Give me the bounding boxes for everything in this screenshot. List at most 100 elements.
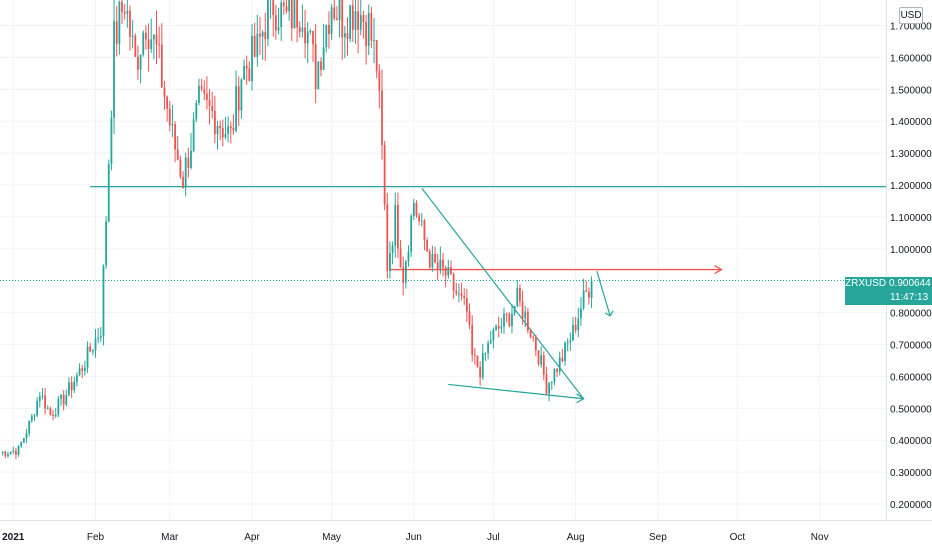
candle-body (463, 296, 466, 299)
candle-body (105, 221, 108, 266)
candle-body (590, 280, 593, 298)
candle-body (267, 0, 269, 39)
candle-body (540, 355, 543, 365)
y-tick-label: 1.300000 (890, 149, 932, 160)
y-tick-label: 1.100000 (890, 213, 932, 224)
currency-label[interactable]: USD (899, 7, 923, 24)
candle-body (73, 381, 76, 391)
candle-body (240, 79, 243, 111)
candle-body (587, 291, 590, 298)
candle-body (36, 400, 39, 416)
candle-body (338, 0, 341, 20)
candle-body (52, 414, 54, 417)
red-ray-arrowhead (714, 265, 723, 275)
candle-body (94, 338, 97, 351)
candle-body (54, 414, 57, 417)
y-tick-label: 1.000000 (890, 245, 932, 256)
candle-body (256, 33, 259, 57)
candle-body (542, 355, 545, 375)
candle-body (481, 353, 484, 378)
candle-body (301, 27, 304, 32)
candle-body (492, 329, 495, 341)
candle-body (386, 204, 389, 272)
time-axis[interactable]: 2021 Feb Mar Apr May Jun Jul Aug Sep Oct Nov (0, 520, 932, 544)
candle-body (529, 330, 532, 338)
x-tick-label: Mar (161, 532, 179, 543)
candle-body (131, 35, 134, 37)
candle-body (465, 298, 468, 312)
candle-body (436, 262, 439, 269)
candle-body (505, 313, 508, 315)
candle-body (264, 32, 267, 39)
candle-body (325, 25, 328, 48)
candle-body (237, 86, 240, 111)
candle-body (70, 382, 73, 391)
candle-body (285, 6, 288, 12)
candle-body (123, 11, 126, 14)
candle-body (381, 90, 383, 146)
candle-body (312, 31, 314, 45)
candle-body (134, 35, 137, 57)
candle-body (190, 150, 192, 168)
candle-body (245, 65, 248, 69)
x-tick-label: Aug (567, 532, 585, 543)
candle-body (354, 11, 357, 30)
candle-body (526, 311, 529, 331)
candle-body (163, 87, 166, 97)
candle-body (7, 454, 9, 457)
candle-body (351, 5, 354, 30)
y-tick-label: 0.200000 (890, 500, 932, 511)
candle-body (115, 21, 118, 44)
candle-body (107, 163, 110, 222)
candle-body (548, 383, 551, 394)
candle-body (38, 396, 41, 401)
candle-body (235, 86, 237, 131)
candle-body (322, 47, 325, 70)
candle-body (553, 368, 556, 382)
candle-body (68, 382, 70, 396)
candle-body (495, 325, 497, 330)
y-tick-label: 1.700000 (890, 22, 932, 33)
candle-body (423, 220, 426, 241)
candle-body (394, 204, 397, 246)
candle-body (346, 33, 349, 39)
candle-body (298, 27, 301, 32)
x-tick-label: Feb (87, 532, 105, 543)
candle-body (166, 96, 169, 109)
candle-body (343, 33, 346, 38)
candle-body (182, 176, 184, 188)
candle-body (444, 267, 447, 276)
candle-body (195, 102, 198, 120)
candle-body (558, 357, 561, 372)
candle-body (97, 337, 100, 339)
candle-body (216, 125, 219, 135)
candle-body (513, 305, 516, 314)
candle-body (537, 350, 540, 365)
x-tick-label: Oct (730, 532, 746, 543)
price-axis[interactable]: 1.700000 1.600000 1.500000 1.400000 1.300000… (886, 0, 932, 520)
candle-body (320, 61, 322, 70)
x-tick-label: Jun (406, 532, 422, 543)
candle-body (160, 44, 163, 88)
candle-body (280, 2, 283, 27)
candle-body (187, 157, 190, 168)
candle-body (359, 15, 362, 30)
candle-body (362, 15, 365, 23)
candle-body (415, 202, 418, 216)
candle-body (314, 44, 317, 90)
y-tick-label: 0.600000 (890, 372, 932, 383)
candle-body (155, 34, 158, 45)
y-tick-label: 0.300000 (890, 468, 932, 479)
candle-body (442, 259, 444, 268)
candle-body (168, 108, 171, 126)
candle-body (561, 357, 564, 361)
candle-body (282, 2, 285, 7)
candle-body (261, 32, 264, 37)
candle-body (426, 240, 428, 252)
candle-body (206, 93, 208, 100)
candle-body (86, 346, 89, 368)
candle-body (373, 39, 375, 41)
candle-body (585, 290, 588, 292)
candle-body (243, 65, 245, 80)
